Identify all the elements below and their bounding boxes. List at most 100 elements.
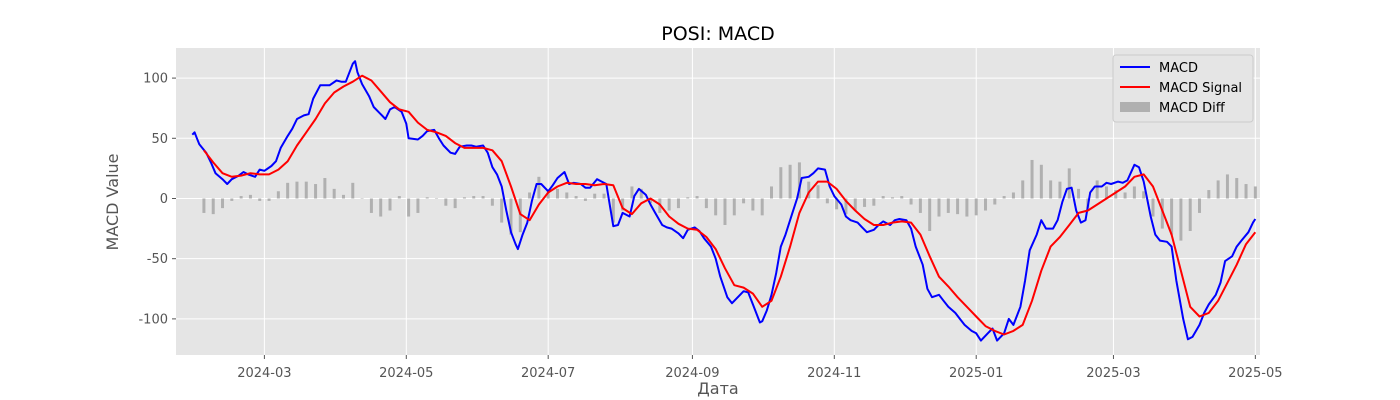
macd-diff-bar: [1198, 198, 1202, 213]
macd-diff-bar: [853, 198, 857, 211]
macd-diff-bar: [1160, 198, 1164, 229]
macd-diff-bar: [816, 185, 820, 199]
macd-diff-bar: [695, 196, 699, 199]
macd-diff-bar: [639, 188, 643, 199]
macd-diff-bar: [825, 198, 829, 204]
macd-diff-bar: [407, 198, 411, 217]
macd-diff-bar: [909, 198, 913, 205]
macd-diff-bar: [500, 198, 504, 223]
macd-diff-bar: [1114, 190, 1118, 199]
y-tick-label: 50: [151, 132, 168, 147]
macd-diff-bar: [518, 198, 522, 233]
macd-diff-bar: [1225, 174, 1229, 199]
macd-diff-bar: [974, 198, 978, 216]
macd-diff-bar: [379, 198, 383, 217]
macd-diff-bar: [760, 198, 764, 216]
y-tick-label: -50: [147, 252, 168, 267]
macd-diff-bar: [742, 198, 746, 204]
macd-diff-bar: [621, 198, 625, 211]
macd-diff-bar: [509, 198, 513, 235]
macd-diff-bar: [1170, 198, 1174, 235]
series-lines: [191, 60, 1257, 342]
macd-diff-bar: [900, 196, 904, 199]
macd-diff-bar: [314, 184, 318, 199]
macd-diff-bar: [304, 181, 308, 199]
macd-diff-bar: [928, 198, 932, 231]
macd-diff-bar: [956, 198, 960, 215]
y-tick-label: -100: [138, 312, 168, 327]
y-axis-ticks: 100 50 0 -50 -100: [138, 72, 176, 327]
legend-diff-swatch: [1120, 102, 1150, 112]
macd-diff-bar: [872, 198, 876, 206]
macd-diff-bar: [965, 198, 969, 217]
macd-diff-bar: [1095, 180, 1099, 199]
legend-diff-label: MACD Diff: [1159, 101, 1226, 116]
macd-diff-bar: [528, 192, 532, 199]
macd-diff-bar: [797, 162, 801, 199]
macd-diff-bar: [1244, 184, 1248, 199]
legend: MACD MACD Signal MACD Diff: [1112, 54, 1254, 123]
macd-diff-bar: [770, 186, 774, 199]
y-tick-label: 100: [143, 72, 168, 87]
macd-diff-bar: [1142, 191, 1146, 199]
macd-diff-bar: [946, 198, 950, 213]
macd-diff-bar: [881, 196, 885, 199]
legend-macd-label: MACD: [1159, 61, 1198, 76]
macd-diff-bar: [583, 198, 587, 201]
macd-diff-bar: [286, 182, 290, 199]
macd-diff-bar: [1207, 190, 1211, 199]
macd-diff-bar: [211, 198, 215, 215]
macd-diff-bar: [993, 198, 997, 205]
macd-diff-bar: [453, 198, 457, 209]
macd-diff-bar: [555, 188, 559, 199]
macd-diff-bar: [221, 198, 225, 209]
macd-diff-bar: [565, 192, 569, 199]
macd-diff-bar: [295, 181, 299, 199]
macd-diff-bar: [918, 198, 922, 213]
macd-diff-bar: [630, 186, 634, 199]
macd-diff-bar: [351, 182, 355, 199]
macd-diff-bar: [676, 198, 680, 209]
macd-signal-line: [203, 74, 1257, 336]
macd-diff-bar: [1067, 168, 1071, 199]
macd-diff-bar: [369, 198, 373, 213]
macd-diff-bar: [435, 198, 439, 199]
macd-line: [191, 60, 1257, 342]
macd-diff-bar: [593, 193, 597, 199]
macd-diff-bar: [1077, 188, 1081, 199]
macd-diff-bar: [1058, 181, 1062, 199]
macd-diff-bar: [835, 198, 839, 210]
macd-diff-bar: [425, 197, 429, 199]
macd-diff-bar: [890, 197, 894, 199]
macd-diff-bar: [863, 198, 867, 207]
macd-diff-bar: [611, 198, 615, 223]
macd-diff-bar: [732, 198, 736, 216]
macd-diff-bar: [667, 198, 671, 211]
macd-diff-bar: [807, 181, 811, 199]
macd-diff-bar: [602, 193, 606, 199]
x-tick-label: 2024-07: [521, 366, 575, 381]
x-axis-label: Дата: [697, 379, 738, 398]
macd-diff-bar: [1123, 192, 1127, 199]
macd-diff-bar: [462, 197, 466, 199]
chart-title: POSI: MACD: [661, 23, 774, 45]
x-tick-label: 2024-05: [379, 366, 433, 381]
macd-diff-bar: [388, 198, 392, 211]
macd-diff-bar: [1104, 186, 1108, 199]
x-axis-ticks: 2024-03 2024-05 2024-07 2024-09 2024-11 2025-…: [237, 355, 1283, 381]
macd-diff-bar: [230, 198, 234, 201]
macd-diff-bar: [1253, 186, 1257, 199]
macd-diff-bar: [704, 198, 708, 209]
macd-diff-bar: [723, 198, 727, 225]
macd-diff-bar: [844, 198, 848, 215]
macd-diff-bar: [1188, 198, 1192, 231]
macd-diff-bar: [323, 178, 327, 199]
macd-diff-bar: [490, 198, 494, 206]
macd-diff-bar: [686, 197, 690, 199]
macd-diff-bar: [1011, 192, 1015, 199]
macd-diff-bar: [202, 198, 206, 213]
macd-diff-bar: [481, 196, 485, 199]
macd-diff-bar: [546, 191, 550, 199]
macd-diff-bar: [1216, 180, 1220, 199]
macd-diff-bar: [258, 198, 262, 201]
